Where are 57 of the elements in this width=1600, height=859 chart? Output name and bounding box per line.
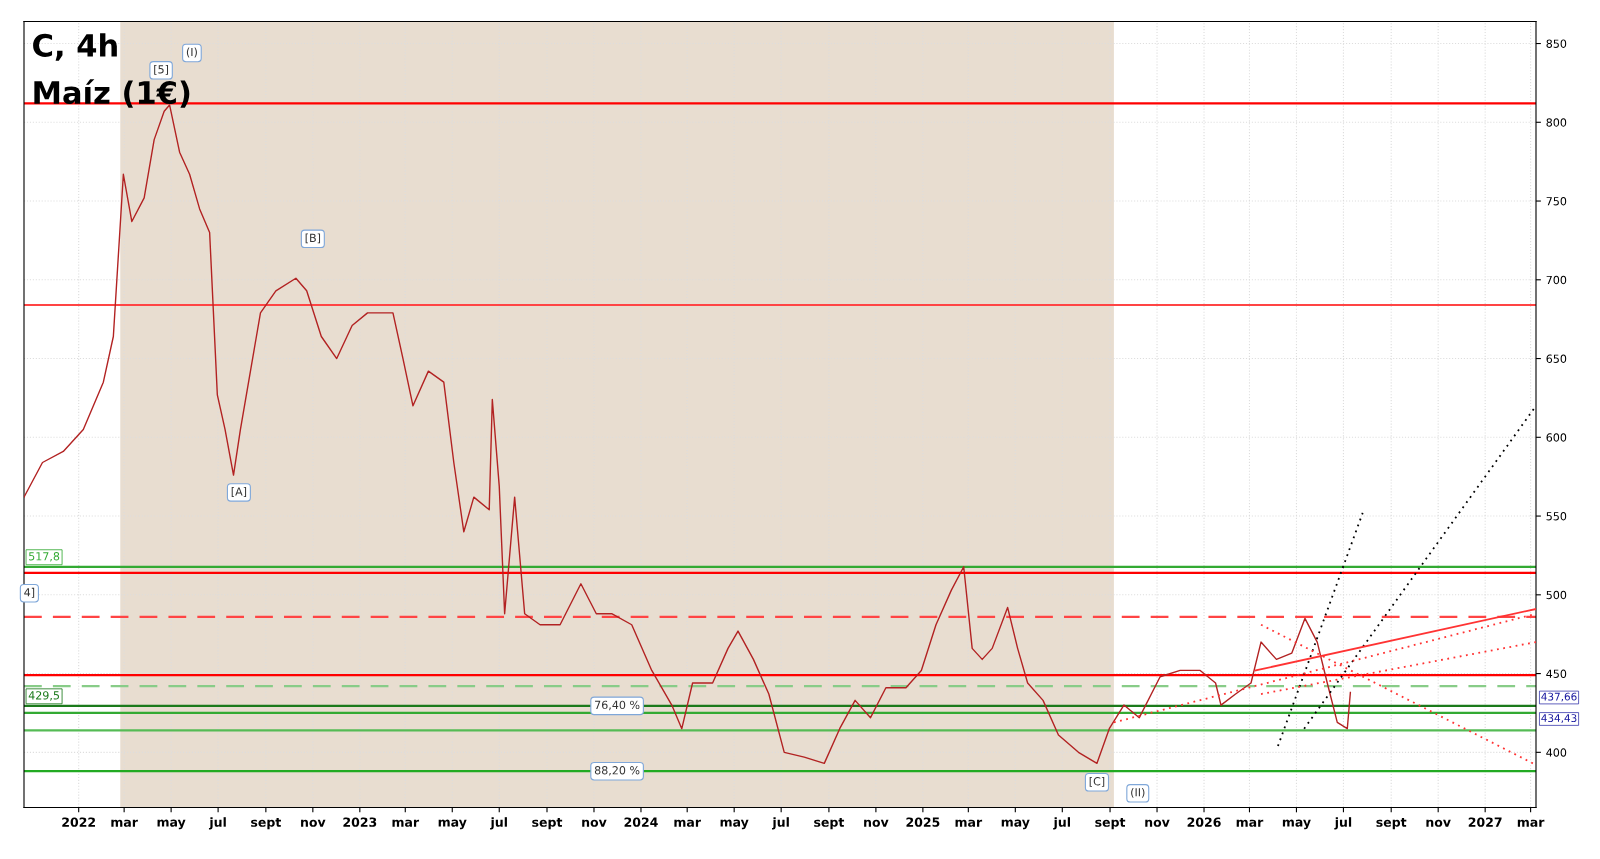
x-tick-label: sept xyxy=(814,817,845,830)
text: 434,43 xyxy=(1541,714,1577,724)
x-tick-label: nov xyxy=(301,819,326,827)
x-tick-label: mar xyxy=(1236,819,1264,827)
x-tick-label: may xyxy=(438,819,467,830)
x-tick-label: may xyxy=(720,819,749,830)
annotation: [5] xyxy=(154,64,169,75)
annotation: [A] xyxy=(231,487,247,497)
annotation: (I) xyxy=(186,47,197,58)
y-tick-label: 750 xyxy=(1546,197,1567,206)
x-tick-label: nov xyxy=(864,819,889,827)
y-tick-label: 600 xyxy=(1546,433,1567,442)
chart-title: C, 4h xyxy=(33,33,117,61)
annotation: 76,40 % xyxy=(595,700,640,711)
x-tick-label: sept xyxy=(1376,817,1407,830)
annotation: [B] xyxy=(305,233,321,244)
x-tick-label: mar xyxy=(111,819,138,827)
y-tick-label: 500 xyxy=(1546,590,1567,600)
x-tick-label: nov xyxy=(1426,819,1451,827)
ref-line-label: 429,5 xyxy=(28,691,60,701)
x-tick-label: mar xyxy=(392,819,420,827)
x-tick-label: nov xyxy=(582,819,607,827)
x-tick-label: 2022 xyxy=(62,817,95,827)
x-tick-label: may xyxy=(1282,819,1311,830)
x-tick-label: mar xyxy=(674,819,701,827)
annotation: (II) xyxy=(1131,787,1145,798)
x-tick-label: mar xyxy=(955,819,983,827)
x-tick-label: 2024 xyxy=(624,817,658,827)
x-tick-label: jul xyxy=(1334,817,1352,830)
x-tick-label: 2023 xyxy=(343,817,377,827)
text: Maíz (1€) xyxy=(34,79,190,108)
ref-line-label: 517,8 xyxy=(29,552,60,562)
y-tick-label: 850 xyxy=(1546,39,1567,48)
x-tick-label: sept xyxy=(1095,817,1126,830)
y-tick-label: 700 xyxy=(1546,275,1567,285)
y-tick-label: 550 xyxy=(1546,512,1567,521)
x-tick-label: 2025 xyxy=(906,817,940,827)
x-tick-label: sept xyxy=(251,817,281,830)
text: 437,66 xyxy=(1541,692,1577,702)
x-tick-label: nov xyxy=(1145,819,1170,827)
x-tick-label: 2027 xyxy=(1468,817,1502,827)
y-tick-label: 800 xyxy=(1546,118,1567,127)
y-tick-label: 400 xyxy=(1546,748,1567,757)
x-tick-label: jul xyxy=(490,817,507,830)
x-tick-label: 2026 xyxy=(1187,817,1221,827)
y-tick-label: 450 xyxy=(1546,669,1567,678)
annotation: 88,20 % xyxy=(594,766,640,776)
x-tick-label: sept xyxy=(532,817,563,830)
x-tick-label: mar xyxy=(1517,819,1545,827)
y-tick-label: 650 xyxy=(1546,354,1567,363)
x-tick-label: jul xyxy=(208,817,226,830)
x-tick-label: may xyxy=(1001,819,1030,830)
annotation: [C] xyxy=(1089,776,1105,787)
x-tick-label: jul xyxy=(1053,817,1070,830)
annotation: 4] xyxy=(24,587,35,598)
x-tick-label: may xyxy=(157,819,186,830)
x-tick-label: jul xyxy=(772,817,789,830)
